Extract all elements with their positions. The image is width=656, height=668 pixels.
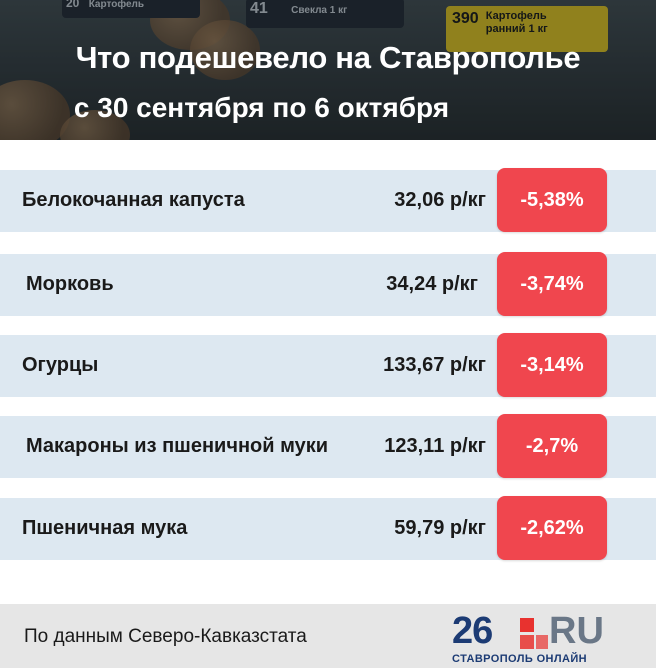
footer: По данным Северо-Кавказстата 26 RU СТАВР… [0,604,656,668]
potato-image [190,20,260,80]
change-badge: -5,38% [497,168,607,232]
price-row: Макароны из пшеничной муки 123,11 р/кг -… [0,414,656,478]
product-name: Пшеничная мука [22,517,188,539]
header-photo-banner: 20 Картофель 41 Свекла 1 кг 390 Картофел… [0,0,656,140]
price-row: Пшеничная мука 59,79 р/кг -2,62% [0,496,656,560]
price-tag-image: 41 Свекла 1 кг [246,0,404,28]
product-price: 123,11 р/кг [384,435,486,457]
logo-square-icon [520,635,534,649]
product-price: 32,06 р/кг [394,189,486,211]
price-row: Морковь 34,24 р/кг -3,74% [0,252,656,316]
change-badge: -2,62% [497,496,607,560]
change-badge: -3,14% [497,333,607,397]
change-badge: -3,74% [497,252,607,316]
price-tag-code: 390 [452,10,479,27]
price-row: Огурцы 133,67 р/кг -3,14% [0,333,656,397]
page-title: Что подешевело на Ставрополье [75,40,581,75]
data-source-note: По данным Северо-Кавказстата [24,626,307,647]
logo-number: 26 [452,610,493,652]
price-tag-label: Свекла 1 кг [291,5,348,16]
product-name: Белокочанная капуста [22,189,245,211]
price-tag-code: 41 [250,0,268,17]
price-tag-image: 20 Картофель [62,0,200,18]
change-badge: -2,7% [497,414,607,478]
product-price: 133,67 р/кг [383,354,486,376]
site-logo[interactable]: 26 RU СТАВРОПОЛЬ ОНЛАЙН [452,610,612,665]
price-tag-label: Картофель ранний 1 кг [485,10,548,35]
product-name: Огурцы [22,354,99,376]
logo-city: СТАВРОПОЛЬ ОНЛАЙН [452,653,588,665]
price-row: Белокочанная капуста 32,06 р/кг -5,38% [0,168,656,232]
product-price: 34,24 р/кг [386,273,478,295]
logo-square-icon [536,635,548,649]
product-name: Морковь [26,273,114,295]
page-subtitle: с 30 сентября по 6 октября [73,92,450,123]
price-tag-image: 390 Картофель ранний 1 кг [446,6,608,52]
logo-square-icon [520,618,534,632]
logo-suffix: RU [549,610,604,652]
product-price: 59,79 р/кг [394,517,486,539]
product-name: Макароны из пшеничной муки [26,435,329,457]
price-tag-label: Картофель [88,0,145,10]
price-tag-code: 20 [66,0,80,10]
header-overlay [0,0,656,140]
